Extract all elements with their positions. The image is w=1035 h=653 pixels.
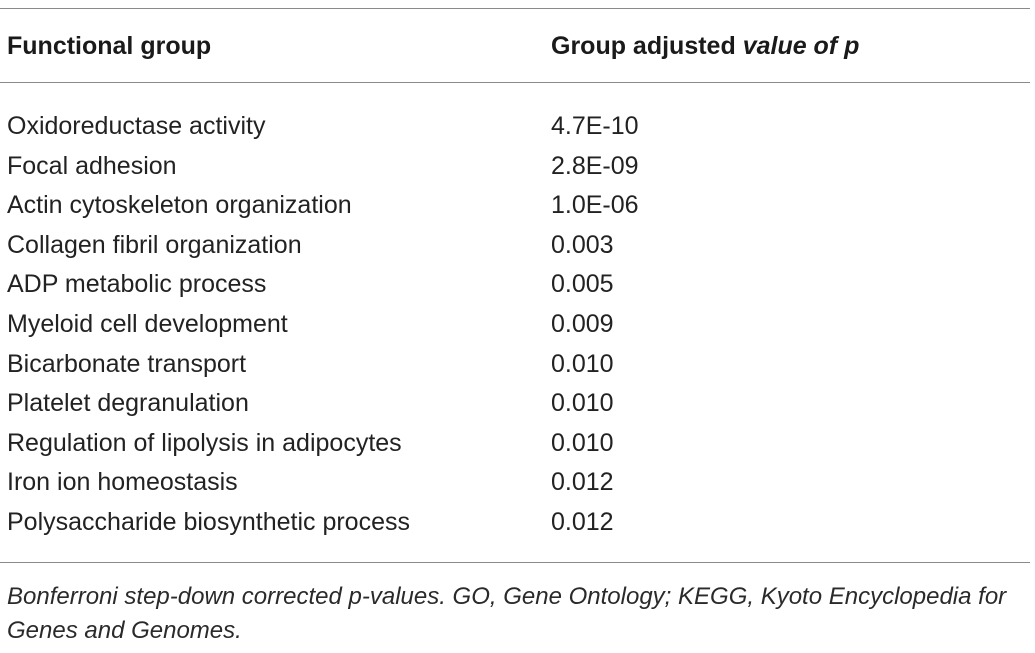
- table-bottom-rule: [0, 562, 1030, 563]
- cell-functional-group: Myeloid cell development: [7, 309, 288, 338]
- cell-functional-group: ADP metabolic process: [7, 270, 267, 299]
- cell-functional-group: Bicarbonate transport: [7, 349, 247, 378]
- cell-functional-group: Focal adhesion: [7, 151, 177, 180]
- table-row: Regulation of lipolysis in adipocytes 0.…: [0, 427, 1030, 467]
- table-body: Oxidoreductase activity 4.7E-10 Focal ad…: [0, 110, 1030, 546]
- header-functional-group: Functional group: [7, 32, 212, 60]
- header-adjusted-p-italic: value of p: [742, 32, 860, 60]
- table-row: Platelet degranulation 0.010: [0, 387, 1030, 427]
- cell-adjusted-p: 0.012: [551, 468, 614, 497]
- cell-functional-group: Regulation of lipolysis in adipocytes: [7, 428, 402, 457]
- cell-adjusted-p: 1.0E-06: [551, 191, 639, 220]
- table-row: Collagen fibril organization 0.003: [0, 229, 1030, 269]
- cell-adjusted-p: 0.010: [551, 428, 614, 457]
- header-adjusted-p: Group adjusted value of p: [551, 32, 859, 61]
- table-row: Bicarbonate transport 0.010: [0, 348, 1030, 388]
- table-top-rule: [0, 8, 1030, 9]
- header-adjusted-p-prefix: Group adjusted: [551, 32, 743, 60]
- cell-adjusted-p: 0.010: [551, 389, 614, 418]
- cell-adjusted-p: 4.7E-10: [551, 112, 639, 140]
- cell-adjusted-p: 0.005: [551, 270, 614, 299]
- cell-functional-group: Collagen fibril organization: [7, 230, 302, 259]
- cell-functional-group: Iron ion homeostasis: [7, 468, 238, 497]
- cell-functional-group: Actin cytoskeleton organization: [7, 191, 352, 220]
- cell-adjusted-p: 2.8E-09: [551, 151, 639, 180]
- cell-adjusted-p: 0.003: [551, 230, 614, 259]
- cell-adjusted-p: 0.009: [551, 309, 614, 338]
- cell-adjusted-p: 0.012: [551, 507, 614, 536]
- table-row: Myeloid cell development 0.009: [0, 308, 1030, 348]
- table-footnote: Bonferroni step-down corrected p-values.…: [7, 583, 1007, 644]
- table-row: Actin cytoskeleton organization 1.0E-06: [0, 189, 1030, 229]
- table-row: Polysaccharide biosynthetic process 0.01…: [0, 506, 1030, 546]
- table-header-row: Functional group Group adjusted value of…: [0, 32, 1030, 68]
- table-row: Focal adhesion 2.8E-09: [0, 150, 1030, 190]
- table-row: ADP metabolic process 0.005: [0, 268, 1030, 308]
- cell-functional-group: Oxidoreductase activity: [7, 112, 266, 140]
- table-row: Oxidoreductase activity 4.7E-10: [0, 110, 1030, 150]
- table-header-rule: [0, 82, 1030, 83]
- table-row: Iron ion homeostasis 0.012: [0, 466, 1030, 506]
- cell-functional-group: Platelet degranulation: [7, 389, 249, 418]
- cell-adjusted-p: 0.010: [551, 349, 614, 378]
- cell-functional-group: Polysaccharide biosynthetic process: [7, 507, 410, 536]
